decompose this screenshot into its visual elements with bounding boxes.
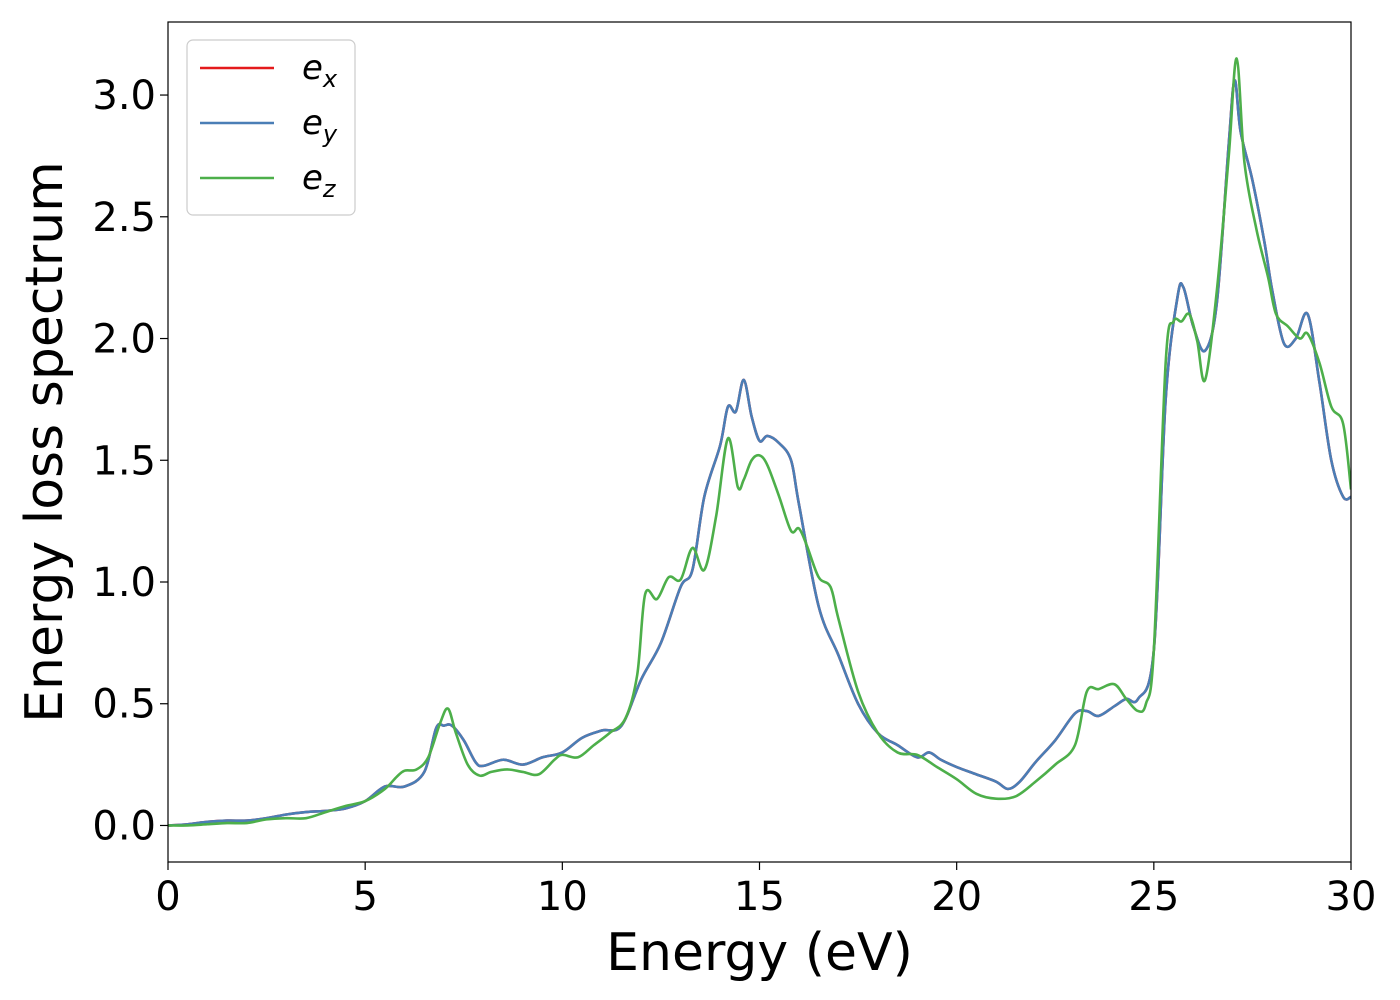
- y-axis-ticks: 0.0 0.5 1.0 1.5 2.0 2.5 3.0: [92, 73, 168, 849]
- x-tick-label: 25: [1128, 874, 1179, 920]
- y-tick-label: 2.0: [92, 317, 156, 363]
- x-tick-label: 20: [931, 874, 982, 920]
- x-tick-label: 15: [734, 874, 785, 920]
- x-axis-ticks: 0 5 10 15 20 25 30: [155, 862, 1376, 920]
- y-tick-label: 2.5: [92, 195, 156, 241]
- x-tick-label: 10: [537, 874, 588, 920]
- y-tick-label: 0.0: [92, 803, 156, 849]
- x-tick-label: 5: [352, 874, 377, 920]
- y-tick-label: 1.5: [92, 438, 156, 484]
- y-tick-label: 0.5: [92, 682, 156, 728]
- x-axis-label: Energy (eV): [606, 923, 913, 983]
- series-line-ez: [168, 57, 1351, 827]
- y-axis-label: Energy loss spectrum: [15, 161, 75, 723]
- x-tick-label: 30: [1326, 874, 1377, 920]
- legend-box: [186, 39, 356, 216]
- x-tick-label: 0: [155, 874, 180, 920]
- y-tick-label: 1.0: [92, 560, 156, 606]
- series-layer: [168, 57, 1351, 827]
- y-tick-label: 3.0: [92, 73, 156, 119]
